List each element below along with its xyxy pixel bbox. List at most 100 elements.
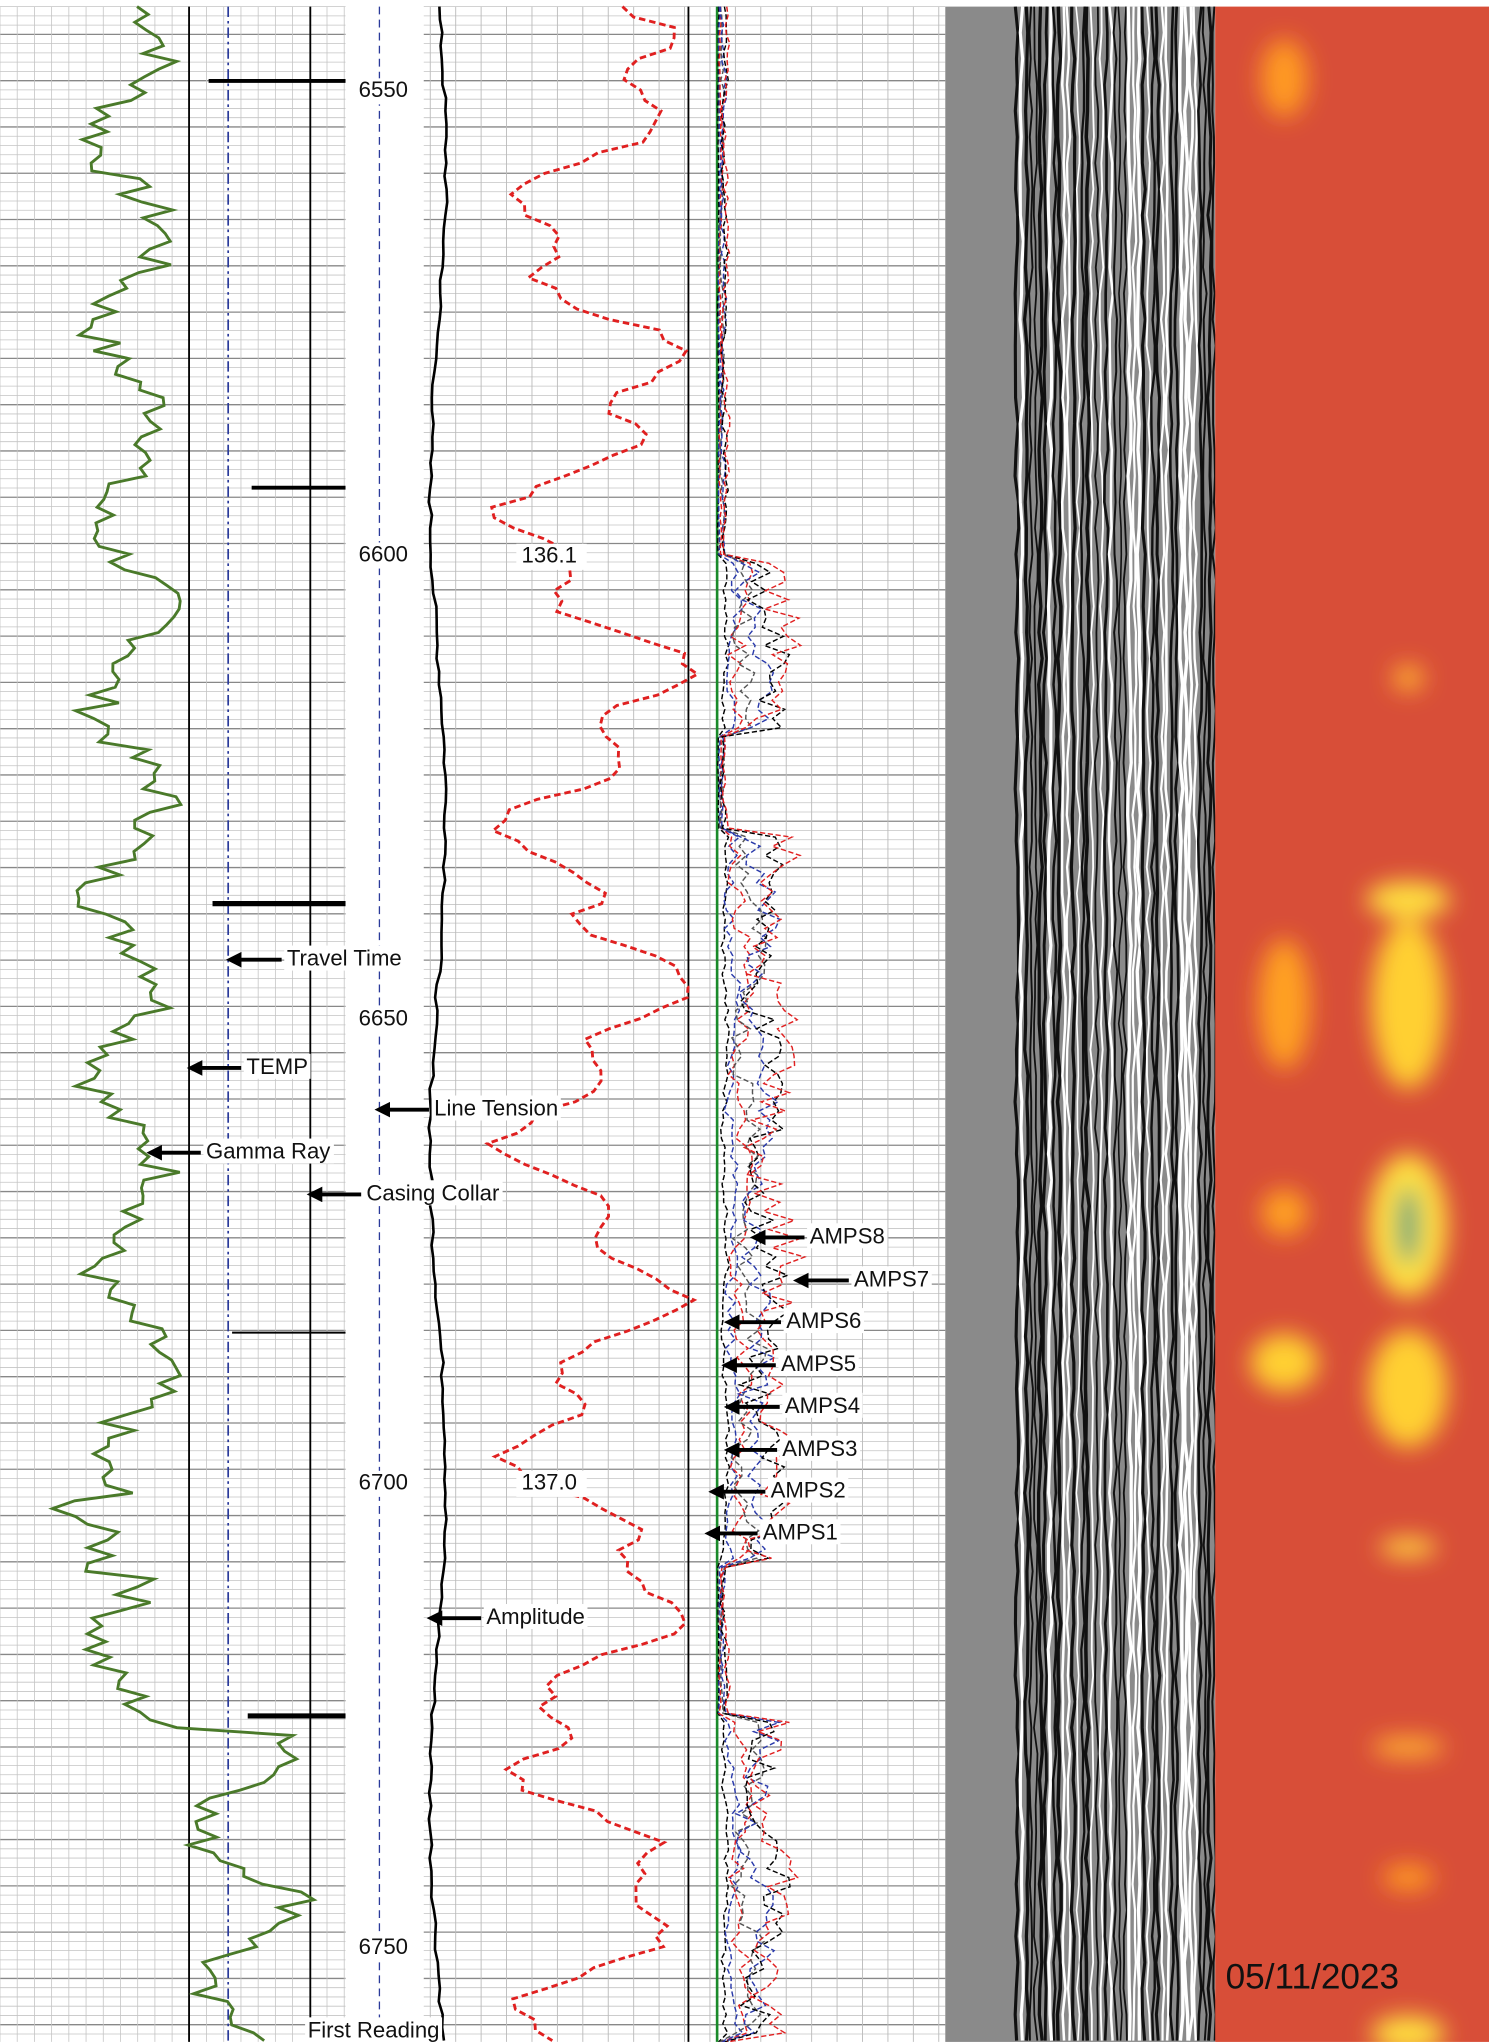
- vdl-stripe: [1196, 6, 1204, 2041]
- annotation-label: AMPS6: [786, 1308, 861, 1333]
- vdl-stripe: [1022, 6, 1030, 2041]
- vdl-stripe: [1117, 6, 1124, 2041]
- annotation-bg: [431, 1095, 561, 1121]
- depth-label-bg: [349, 542, 413, 569]
- depth-label: 6700: [359, 1470, 408, 1495]
- vdl-stripe: [1112, 6, 1119, 2041]
- annotation-bg: [305, 2017, 443, 2042]
- vdl-stripe: [1192, 6, 1199, 2041]
- depth-label: 6750: [359, 1934, 408, 1959]
- annotation-label: AMPS1: [763, 1519, 838, 1544]
- annotation-bg: [779, 1435, 861, 1461]
- annotation-bg: [363, 1180, 503, 1206]
- vdl-stripe: [1032, 6, 1039, 2041]
- annotation-bg: [243, 1053, 311, 1079]
- value-label-bg: [516, 543, 587, 570]
- vdl-stripe: [1083, 6, 1092, 2041]
- vdl-stripe: [1177, 6, 1185, 2041]
- curve-value: 136.1: [522, 543, 577, 568]
- vdl-stripe: [1149, 6, 1157, 2041]
- amps-curve: [716, 6, 731, 2042]
- curves: [48, 5, 807, 2042]
- gamma-ray-curve: [48, 5, 318, 2042]
- annotation-label: First Reading: [308, 2017, 440, 2042]
- vdl-stripe: [1182, 6, 1190, 2041]
- amplitude-curve: [427, 6, 449, 2041]
- amps-curve: [717, 6, 744, 2042]
- depth-label-bg: [349, 1470, 413, 1497]
- amps-curve: [720, 6, 807, 2042]
- highlight: [1250, 1333, 1319, 1392]
- vdl-stripe: [1065, 6, 1072, 2041]
- vdl-stripe: [1126, 6, 1134, 2041]
- annotation-bg: [760, 1519, 841, 1545]
- depth-label: 6600: [359, 541, 408, 566]
- vdl-stripe: [1135, 6, 1143, 2041]
- depth-label: 6650: [359, 1006, 408, 1031]
- vdl-stripe: [1041, 6, 1049, 2041]
- vdl-stripe: [1028, 6, 1034, 2041]
- annotation-label: AMPS4: [785, 1393, 860, 1418]
- vdl-stripe: [1122, 6, 1128, 2041]
- vdl-stripe: [1055, 6, 1063, 2041]
- annotation-label: AMPS7: [854, 1266, 929, 1291]
- vdl-stripe: [1098, 6, 1105, 2041]
- highlight: [1371, 919, 1445, 1089]
- highlight: [1369, 1330, 1448, 1448]
- annotation-bg: [807, 1223, 888, 1249]
- depth-label-bg: [349, 1935, 413, 1962]
- vdl-stripe: [1060, 6, 1068, 2041]
- grid: [0, 6, 946, 2042]
- vdl-stripe: [1093, 6, 1100, 2041]
- annotation-label: AMPS5: [781, 1351, 856, 1376]
- annotation-bg: [767, 1477, 849, 1503]
- amps-curve: [719, 6, 791, 2042]
- vdl-stripe: [1036, 6, 1045, 2041]
- depth-label-bg: [349, 78, 413, 105]
- labels: 6550 6600 6650 6700 6750 136.1 137.0 Travel Tim…: [146, 77, 1400, 2042]
- annotation-label: Gamma Ray: [206, 1139, 331, 1164]
- vdl-stripe: [1140, 6, 1148, 2041]
- date-stamp: 05/11/2023: [1226, 1958, 1400, 1997]
- vdl-stripe: [1013, 6, 1021, 2041]
- vdl-stripe: [1206, 6, 1213, 2041]
- annotation-bg: [783, 1308, 864, 1334]
- vdl-stripe: [1018, 6, 1026, 2041]
- amps-curve: [717, 6, 755, 2042]
- vdl-stripe: [1154, 6, 1162, 2041]
- annotation-label: Line Tension: [434, 1096, 558, 1121]
- amps-curve: [718, 6, 768, 2042]
- highlight: [1371, 1736, 1445, 1758]
- highlight: [1260, 1189, 1308, 1237]
- highlight: [1382, 1864, 1435, 1891]
- annotation-bg: [778, 1351, 859, 1377]
- value-label-bg: [516, 1470, 587, 1497]
- highlight: [1258, 938, 1311, 1070]
- vdl-stripe: [1173, 6, 1180, 2041]
- vdl-image: [1013, 6, 1218, 2041]
- vdl-stripe: [1131, 6, 1138, 2041]
- annotation-bg: [483, 1604, 588, 1630]
- annotation-label: AMPS3: [782, 1436, 857, 1461]
- temp-curve: [484, 5, 701, 2042]
- annotation-label: AMPS2: [771, 1478, 846, 1503]
- annotation-bg: [203, 1138, 334, 1164]
- annotation-label: Casing Collar: [366, 1180, 500, 1205]
- highlight: [1366, 881, 1450, 918]
- vdl-stripe: [1089, 6, 1095, 2041]
- vdl-stripe: [1201, 6, 1208, 2041]
- vdl-stripe: [1075, 6, 1081, 2041]
- vdl-stripe: [1107, 6, 1115, 2041]
- highlight: [1397, 1186, 1419, 1265]
- vdl-stripe: [1145, 6, 1152, 2041]
- highlight: [1392, 665, 1424, 692]
- annotation-label: Amplitude: [486, 1604, 585, 1629]
- depth-label-bg: [349, 1006, 413, 1033]
- annotation-label: AMPS8: [810, 1223, 885, 1248]
- image-highlights: [1250, 39, 1450, 2042]
- annotation-label: TEMP: [246, 1054, 308, 1079]
- annotation-label: Travel Time: [287, 946, 402, 971]
- highlight: [1260, 39, 1308, 118]
